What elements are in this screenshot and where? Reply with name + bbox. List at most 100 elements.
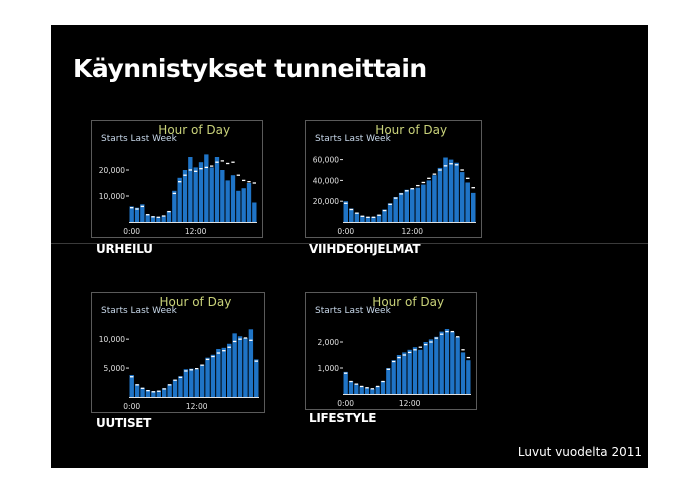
y-tick-label: 20,000	[313, 197, 339, 206]
bar	[193, 167, 198, 222]
bar	[248, 329, 254, 397]
bar	[426, 180, 432, 222]
bar	[360, 215, 365, 222]
chart-panel-uutiset: Hour of Day Starts Last Week 5,000 10,000 0:…	[91, 292, 265, 413]
bar	[439, 331, 444, 394]
bar	[376, 214, 382, 222]
bar	[156, 216, 161, 222]
bar	[140, 204, 145, 222]
bar	[470, 192, 476, 222]
bar	[166, 211, 172, 222]
bar	[432, 175, 437, 222]
chart-subtitle: Starts Last Week	[315, 134, 392, 144]
bar	[205, 357, 210, 397]
bar	[220, 170, 225, 222]
bar	[450, 331, 455, 394]
caption-uutiset: UUTISET	[96, 416, 152, 430]
bar	[466, 360, 471, 394]
chart-panel-urheilu: Hour of Day Starts Last Week 10,000 20,000 0…	[91, 120, 263, 238]
footnote: Luvut vuodelta 2011	[517, 445, 642, 459]
bar	[145, 390, 151, 397]
chart-title: Hour of Day	[158, 123, 230, 137]
bar	[415, 187, 421, 222]
bar	[252, 202, 257, 222]
bar	[404, 189, 409, 222]
x-tick-label: 12:00	[186, 402, 208, 411]
bar	[129, 375, 134, 397]
bar	[365, 216, 371, 222]
caption-viihdeohjelmat: VIIHDEOHJELMAT	[309, 242, 421, 256]
y-tick-label: 10,000	[99, 192, 125, 201]
slide-title: Käynnistykset tunneittain	[73, 54, 427, 83]
y-tick-label: 2,000	[318, 338, 340, 347]
bar	[225, 180, 230, 222]
bar	[407, 349, 412, 394]
bar	[227, 343, 232, 397]
chart-subtitle: Starts Last Week	[101, 134, 178, 144]
bar	[243, 337, 248, 397]
bar	[189, 368, 194, 397]
y-tick-label: 1,000	[318, 364, 340, 373]
chart-subtitle: Starts Last Week	[101, 306, 178, 316]
chart-title: Hour of Day	[160, 295, 232, 309]
bar	[178, 376, 183, 397]
bar	[434, 336, 439, 394]
bar	[455, 336, 460, 394]
x-tick-label: 0:00	[337, 399, 354, 408]
bar	[391, 360, 396, 394]
bar	[140, 387, 145, 397]
bar	[236, 190, 241, 222]
bar	[182, 170, 188, 222]
x-tick-label: 12:00	[401, 227, 423, 236]
bar	[134, 207, 140, 222]
y-tick-label: 40,000	[313, 176, 339, 185]
slide: Käynnistykset tunneittain Hour of Day Sta…	[51, 25, 648, 468]
y-tick-label: 20,000	[99, 166, 125, 175]
chart-title: Hour of Day	[375, 123, 447, 137]
bar	[428, 339, 434, 394]
bar	[354, 383, 359, 394]
x-tick-label: 12:00	[185, 227, 207, 236]
x-tick-label: 0:00	[123, 402, 140, 411]
bar	[177, 177, 182, 222]
y-tick-label: 60,000	[313, 156, 339, 165]
bar	[214, 157, 220, 222]
bar	[237, 336, 243, 397]
bar	[418, 349, 423, 394]
chart-subtitle: Starts Last Week	[315, 306, 392, 316]
bar	[343, 371, 348, 394]
bar	[386, 368, 391, 394]
bar	[423, 342, 428, 394]
bar	[396, 355, 402, 394]
bar	[444, 329, 450, 394]
bar	[172, 190, 177, 222]
bar	[349, 208, 354, 222]
bar	[398, 192, 404, 222]
chart-panel-lifestyle: Hour of Day Starts Last Week 1,000 2,000 0:0…	[305, 292, 477, 410]
bar	[216, 348, 221, 397]
bar	[454, 162, 459, 222]
bar	[156, 390, 161, 397]
y-tick-label: 5,000	[104, 364, 126, 373]
bar	[437, 167, 443, 222]
bar	[167, 384, 172, 397]
bar	[230, 175, 236, 222]
bar	[209, 167, 214, 222]
bar	[129, 206, 134, 222]
bar	[364, 387, 370, 394]
bar	[134, 384, 140, 397]
bar	[151, 391, 156, 397]
bar	[359, 386, 364, 394]
bar	[465, 182, 470, 222]
bar	[380, 381, 386, 394]
bar	[183, 369, 189, 397]
x-tick-label: 0:00	[123, 227, 140, 236]
bar	[402, 352, 407, 394]
caption-urheilu: URHEILU	[96, 242, 153, 256]
bar	[199, 364, 205, 397]
bar	[172, 379, 178, 397]
bar	[254, 359, 259, 397]
bar	[371, 216, 376, 222]
